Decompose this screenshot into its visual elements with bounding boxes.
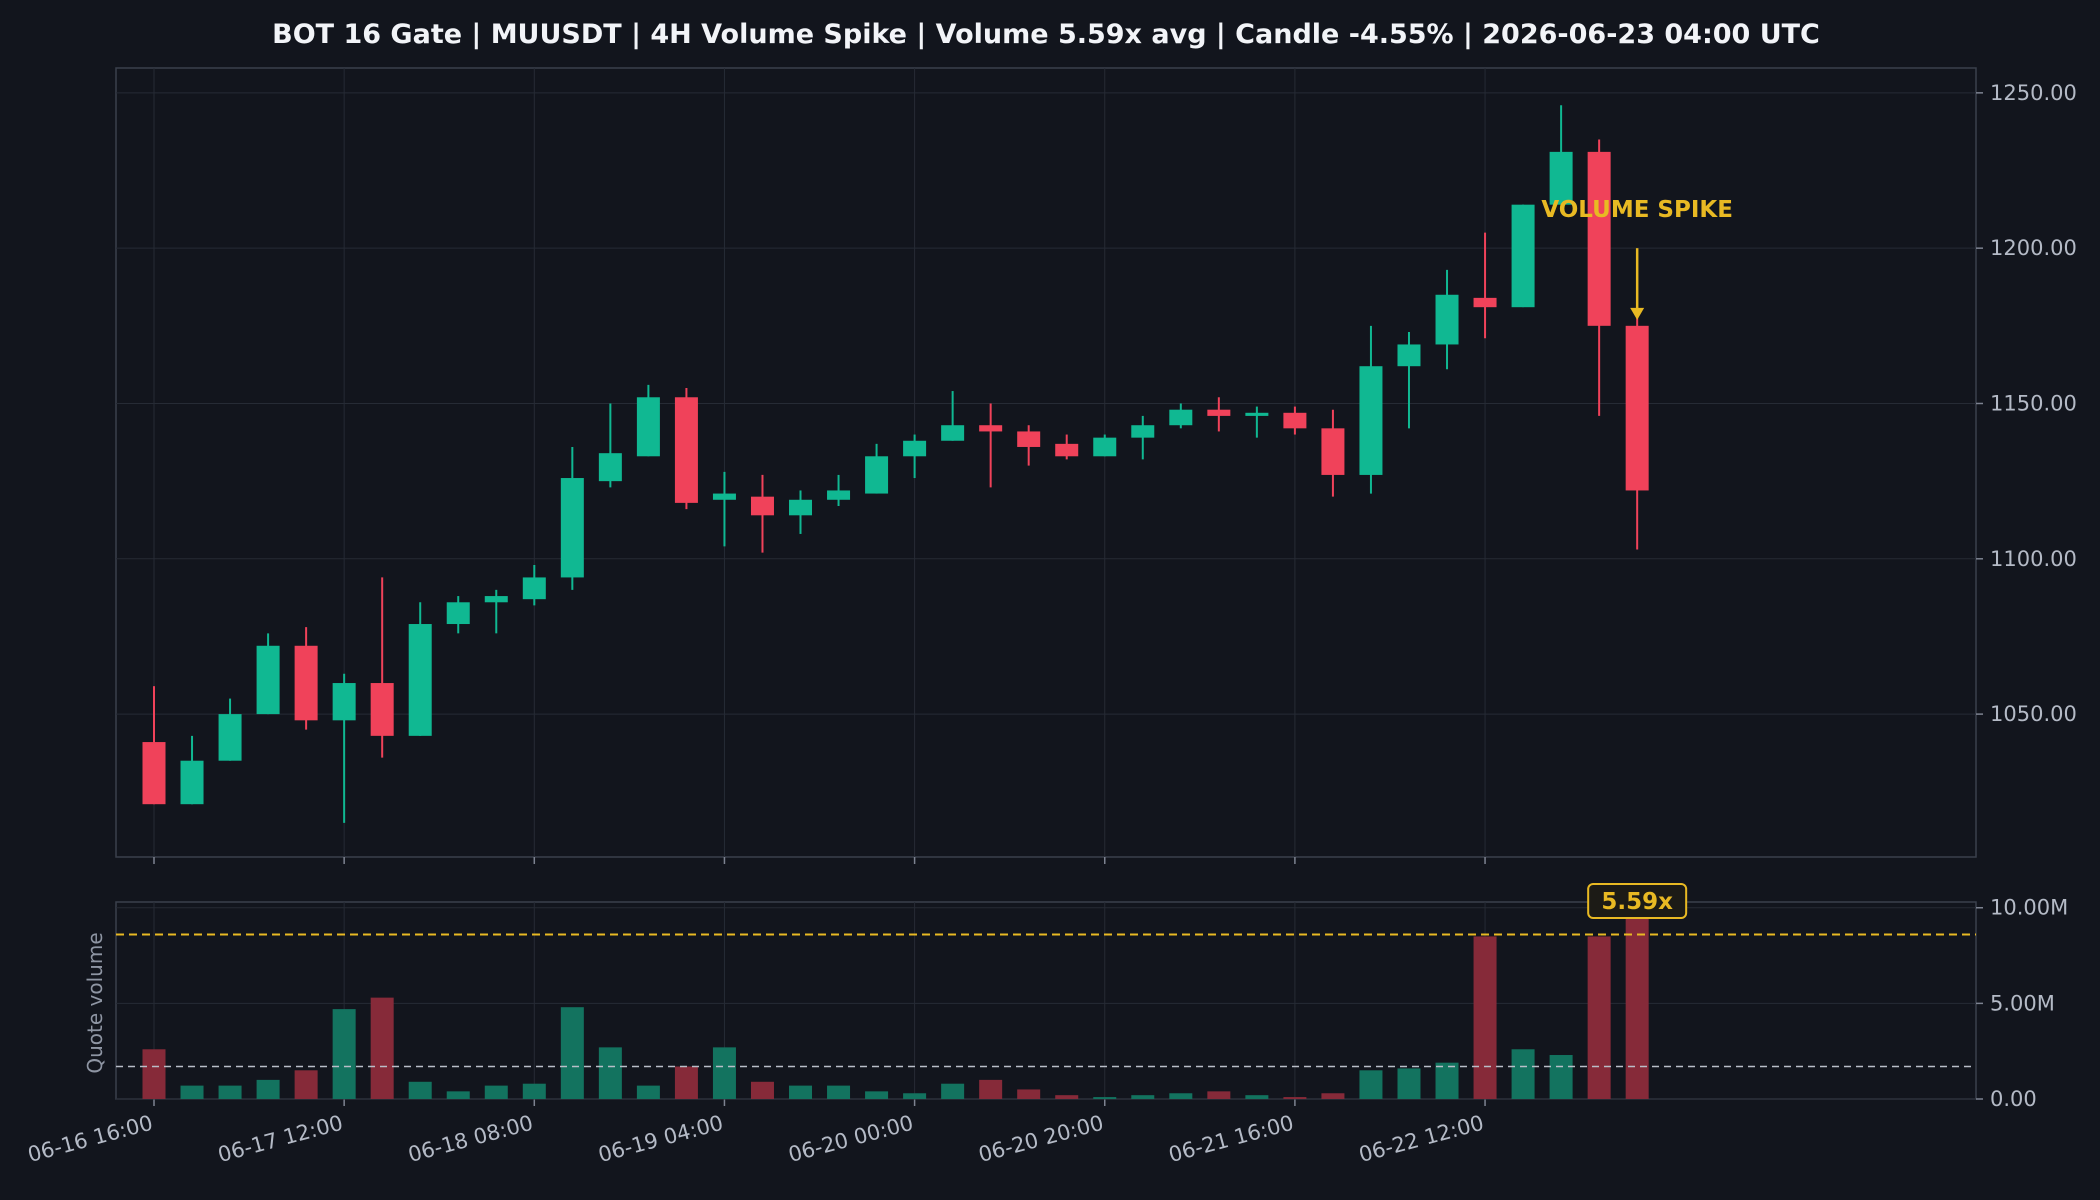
price-y-tick-label: 1050.00 [1990, 702, 2077, 726]
candle-body [1055, 443, 1079, 457]
candle-body [1169, 409, 1193, 426]
volume-bar [1435, 1062, 1459, 1099]
candle-body [256, 645, 280, 715]
volume-y-tick-label: 10.00M [1990, 896, 2068, 920]
volume-bar [1283, 1097, 1307, 1099]
volume-bar [1207, 1091, 1231, 1099]
candle-body [142, 742, 166, 805]
volume-bar [1511, 1049, 1535, 1099]
volume-y-tick-label: 0.00 [1990, 1087, 2037, 1111]
candle-body [446, 602, 470, 625]
candle-body [1587, 151, 1611, 326]
volume-bar [1017, 1089, 1041, 1099]
volume-bar [294, 1070, 318, 1099]
price-panel: 1050.00 1100.00 1150.00 1200.00 1250.00 VOLUM… [115, 67, 2077, 864]
volume-bar [827, 1085, 851, 1099]
volume-plot-area [115, 901, 1977, 1100]
candle-body [484, 596, 508, 603]
candle-body [1245, 412, 1269, 416]
candle-body [750, 496, 774, 516]
volume-bar [636, 1085, 660, 1099]
candle-body [408, 624, 432, 736]
chart-title: BOT 16 Gate | MUUSDT | 4H Volume Spike |… [272, 19, 1820, 50]
candle-body [827, 490, 851, 500]
volume-bar [903, 1093, 927, 1099]
volume-bar [522, 1083, 546, 1099]
candle-body [332, 683, 356, 721]
candle-body [1435, 294, 1459, 345]
candle-body [903, 440, 927, 457]
candle-body [865, 456, 889, 494]
volume-bar [446, 1091, 470, 1099]
volume-bar [750, 1081, 774, 1099]
volume-bar [560, 1007, 584, 1099]
volume-bar [484, 1085, 508, 1099]
candle-body [1473, 297, 1497, 308]
volume-spike-arrow-head [1630, 307, 1645, 320]
volume-bar [979, 1079, 1003, 1099]
volume-spike-annotation: VOLUME SPIKE [1541, 197, 1733, 223]
volume-bar [1093, 1097, 1117, 1099]
candle-body [180, 760, 204, 805]
volume-bar [1321, 1093, 1345, 1099]
volume-bar [941, 1083, 965, 1099]
volume-y-axis-label: Quote volume [83, 932, 107, 1073]
candle-body [979, 425, 1003, 432]
volume-bar [598, 1047, 622, 1099]
candle-body [1625, 325, 1649, 491]
volume-bar [674, 1066, 698, 1099]
volume-bar [789, 1085, 813, 1099]
volume-bar [332, 1009, 356, 1099]
volume-y-tick-label: 5.00M [1990, 991, 2055, 1015]
volume-bar [1397, 1068, 1421, 1099]
volume-bar [142, 1049, 166, 1099]
volume-bar [1549, 1055, 1573, 1099]
candle-body [218, 714, 242, 761]
volume-bar [1245, 1095, 1269, 1099]
candle-body [1321, 428, 1345, 475]
candle-body [1359, 366, 1383, 475]
candle-body [560, 478, 584, 578]
candle-body [1511, 204, 1535, 308]
price-y-tick-label: 1150.00 [1990, 391, 2077, 415]
volume-bar [1055, 1095, 1079, 1099]
volume-bar [1131, 1095, 1155, 1099]
volume-panel: 06-16 16:00 06-17 12:00 06-18 08:00 06-19 0… [25, 883, 2068, 1167]
volume-bar [1587, 936, 1611, 1099]
spike-ratio-label: 5.59x [1601, 889, 1673, 915]
price-y-tick-label: 1250.00 [1990, 81, 2077, 105]
volume-bar [180, 1085, 204, 1099]
candle-body [712, 493, 736, 500]
candle-body [1397, 344, 1421, 367]
volume-bar [712, 1047, 736, 1099]
volume-bar [1359, 1070, 1383, 1099]
candle-body [1093, 437, 1117, 457]
candle-body [1549, 151, 1573, 205]
volume-bar [865, 1091, 889, 1099]
spike-ratio-badge [1587, 883, 1688, 919]
price-plot-area [115, 67, 1977, 858]
candle-body [1207, 409, 1231, 416]
candle-body [674, 397, 698, 503]
volume-bar [256, 1079, 280, 1099]
volume-bar [370, 997, 394, 1099]
candle-body [294, 645, 318, 721]
candle-body [636, 397, 660, 457]
candle-body [1283, 412, 1307, 429]
volume-bar [1169, 1093, 1193, 1099]
candle-body [522, 577, 546, 600]
candle-body [1017, 431, 1041, 447]
volume-bar [408, 1081, 432, 1099]
volume-bar [218, 1085, 242, 1099]
candle-body [370, 683, 394, 736]
candle-body [598, 453, 622, 482]
candle-body [941, 425, 965, 441]
price-y-tick-label: 1200.00 [1990, 236, 2077, 260]
candle-body [1131, 425, 1155, 438]
candle-body [789, 499, 813, 516]
volume-bar [1625, 915, 1649, 1099]
volume-bar [1473, 936, 1497, 1099]
price-y-tick-label: 1100.00 [1990, 547, 2077, 571]
